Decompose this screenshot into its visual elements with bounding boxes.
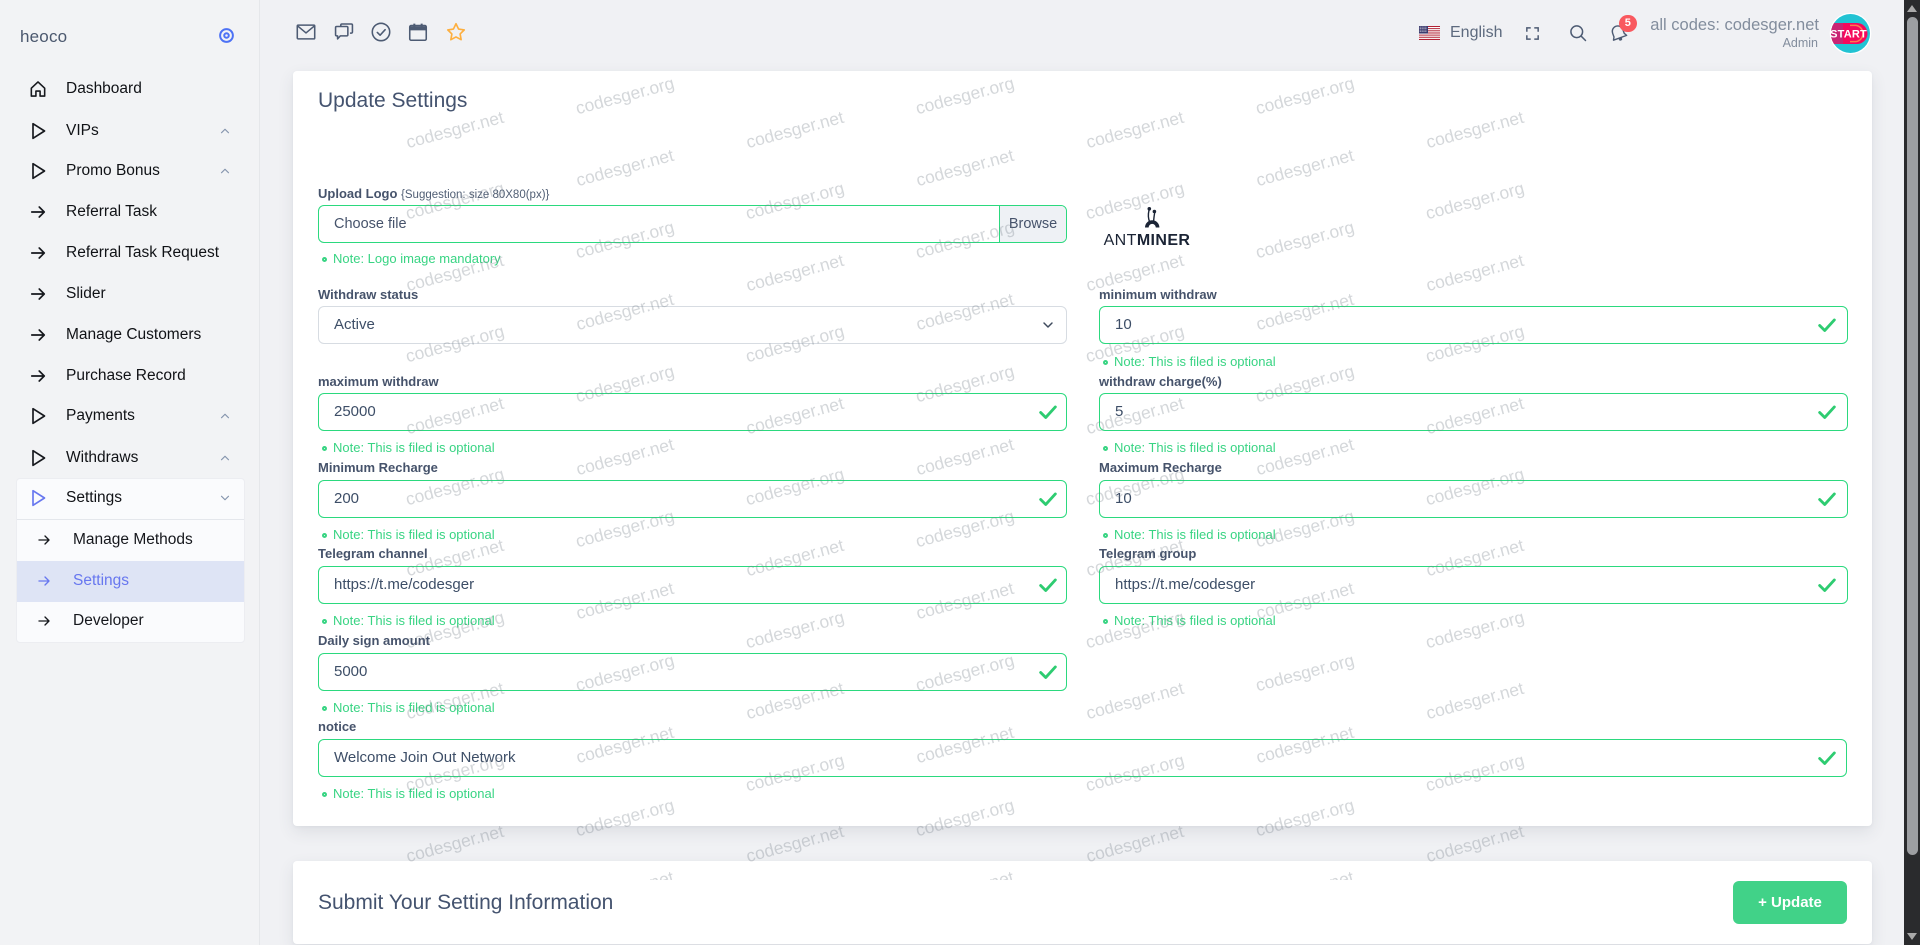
svg-text:START: START — [1830, 29, 1867, 41]
